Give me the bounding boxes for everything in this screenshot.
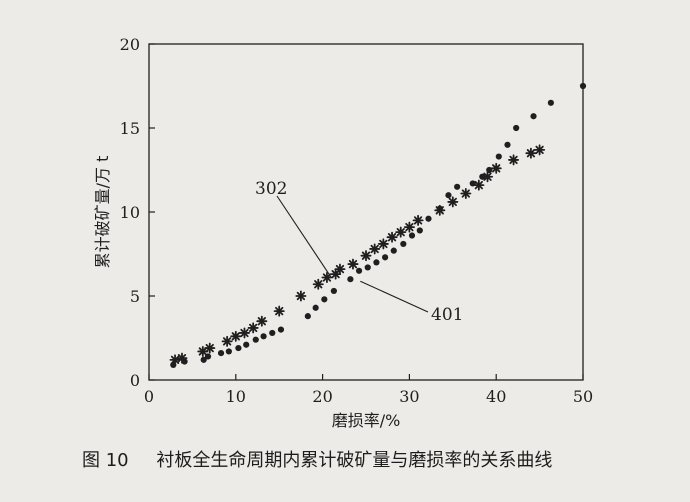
point-401	[425, 215, 432, 222]
point-401	[530, 113, 537, 120]
point-401	[579, 82, 587, 90]
x-tick-label: 30	[399, 387, 419, 406]
point-302	[204, 342, 216, 354]
point-302	[312, 278, 324, 290]
point-302	[321, 272, 333, 284]
x-tick-label: 40	[486, 387, 506, 406]
point-401	[547, 99, 554, 106]
point-401	[304, 313, 311, 320]
point-401	[486, 166, 493, 174]
x-tick-label: 0	[144, 387, 154, 406]
axis-ticks: 0 10 20 30 40 50 0 5 10 15 20	[120, 35, 594, 406]
point-401	[260, 333, 267, 340]
point-302	[273, 305, 285, 317]
series-302	[169, 144, 546, 366]
point-401	[200, 356, 207, 363]
point-302	[473, 179, 485, 191]
point-401	[277, 326, 285, 333]
point-302	[295, 290, 307, 302]
point-302	[403, 221, 415, 233]
caption-text: 衬板全生命周期内累计破矿量与磨损率的关系曲线	[156, 450, 553, 471]
x-tick-label: 50	[573, 387, 593, 406]
caption-number: 图 10	[82, 450, 129, 471]
point-401	[364, 264, 371, 271]
point-302	[230, 330, 242, 342]
point-302	[256, 315, 268, 327]
point-302	[412, 214, 424, 226]
point-401	[513, 124, 520, 132]
y-axis-label: 累计破矿量/万 t	[93, 156, 112, 269]
annotation-401-label: 401	[431, 305, 463, 325]
point-302	[508, 154, 520, 166]
point-401	[400, 240, 407, 248]
point-302	[334, 263, 346, 275]
point-401	[504, 141, 511, 148]
point-302	[360, 250, 372, 262]
plot-frame	[148, 43, 584, 381]
point-401	[416, 227, 423, 234]
point-401	[170, 361, 177, 368]
point-401	[469, 180, 476, 187]
y-tick-label: 10	[120, 203, 140, 222]
point-302	[247, 322, 259, 334]
point-401	[355, 267, 363, 274]
point-401	[408, 232, 416, 239]
point-401	[347, 276, 354, 283]
point-401	[436, 205, 443, 212]
annotation-302-label: 302	[255, 179, 287, 199]
point-302	[347, 258, 359, 270]
point-302	[386, 231, 398, 243]
point-302	[238, 327, 250, 339]
point-401	[225, 348, 232, 355]
point-401	[217, 350, 225, 357]
point-401	[330, 287, 337, 295]
point-401	[390, 247, 397, 254]
point-302	[447, 196, 459, 208]
point-302	[490, 162, 502, 174]
series-401	[170, 82, 587, 368]
point-401	[479, 173, 486, 180]
point-302	[395, 226, 407, 238]
y-tick-label: 15	[120, 119, 140, 138]
figure-caption: 图 10 衬板全生命周期内累计破矿量与磨损率的关系曲线	[82, 446, 552, 472]
point-401	[373, 259, 380, 266]
point-401	[269, 329, 276, 337]
point-401	[312, 304, 319, 311]
point-401	[381, 254, 389, 261]
y-tick-label: 5	[130, 287, 140, 306]
point-401	[495, 153, 502, 160]
point-302	[221, 335, 233, 347]
point-302	[525, 147, 537, 159]
x-axis-label: 磨损率/%	[332, 411, 401, 430]
point-302	[460, 188, 472, 200]
x-tick-label: 20	[312, 387, 332, 406]
point-302	[377, 238, 389, 250]
point-302	[534, 144, 546, 156]
y-tick-label: 0	[130, 371, 140, 390]
annotation-302-leader	[276, 195, 332, 278]
x-tick-label: 10	[226, 387, 246, 406]
point-401	[243, 341, 250, 348]
point-401	[445, 192, 452, 199]
annotations: 302 401	[255, 179, 463, 325]
y-tick-label: 20	[120, 35, 140, 54]
point-401	[321, 296, 328, 303]
point-401	[252, 336, 259, 343]
point-401	[181, 358, 188, 365]
point-401	[235, 344, 242, 352]
annotation-401-leader	[360, 280, 429, 313]
point-401	[454, 183, 461, 190]
point-401	[204, 353, 212, 360]
point-302	[369, 243, 381, 255]
